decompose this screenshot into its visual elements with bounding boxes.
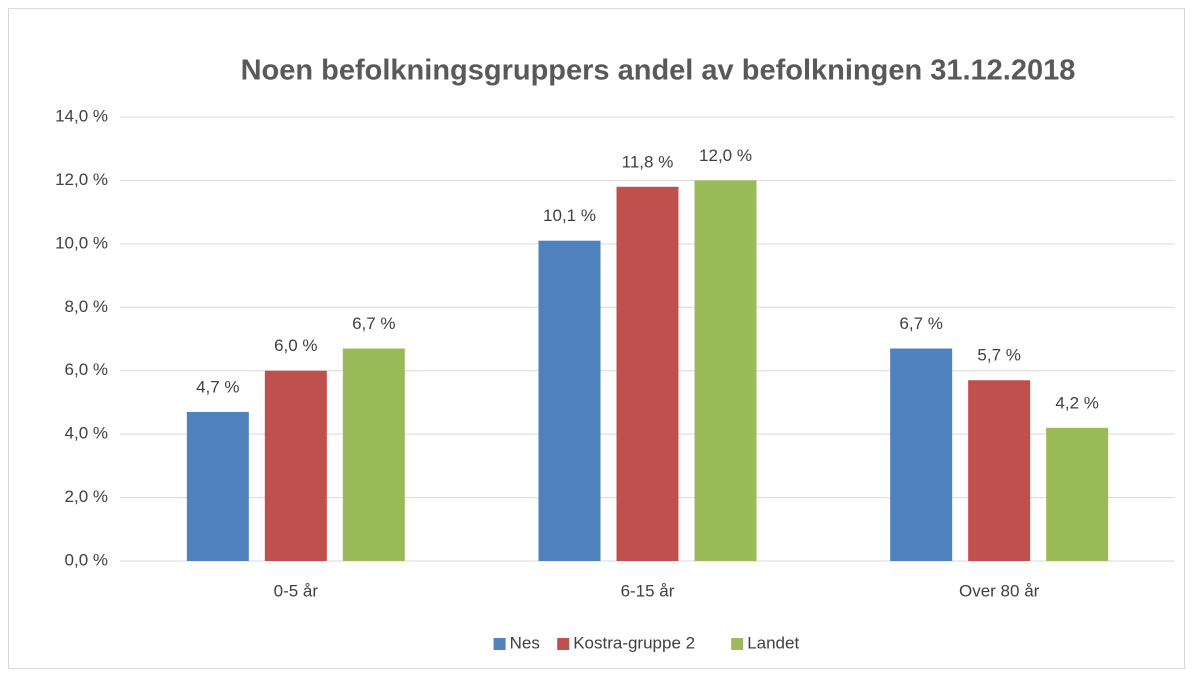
legend-swatch bbox=[493, 638, 506, 650]
y-tick-label: 14,0 % bbox=[55, 106, 108, 125]
value-label: 6,7 % bbox=[352, 314, 395, 333]
bar bbox=[968, 380, 1031, 561]
x-tick-label: 6-15 år bbox=[621, 581, 675, 600]
legend-swatch bbox=[557, 638, 570, 650]
value-label: 4,7 % bbox=[196, 377, 239, 396]
y-tick-label: 4,0 % bbox=[65, 424, 108, 443]
bar bbox=[890, 348, 953, 561]
value-label: 4,2 % bbox=[1055, 393, 1098, 412]
x-tick-label: Over 80 år bbox=[959, 581, 1040, 600]
y-tick-label: 12,0 % bbox=[55, 170, 108, 189]
bar bbox=[616, 186, 679, 561]
value-label: 5,7 % bbox=[977, 346, 1020, 365]
bar bbox=[538, 240, 601, 561]
value-label: 12,0 % bbox=[699, 146, 752, 165]
bar bbox=[694, 180, 757, 561]
y-tick-label: 6,0 % bbox=[65, 360, 108, 379]
y-tick-label: 0,0 % bbox=[65, 550, 108, 569]
value-label: 11,8 % bbox=[622, 152, 674, 171]
legend-swatch bbox=[731, 638, 744, 650]
legend-label: Landet bbox=[747, 633, 799, 652]
bar bbox=[186, 411, 249, 561]
x-tick-label: 0-5 år bbox=[274, 581, 319, 600]
y-tick-label: 10,0 % bbox=[55, 233, 108, 252]
legend-label: Nes bbox=[510, 633, 540, 652]
value-label: 10,1 % bbox=[543, 206, 596, 225]
value-label: 6,0 % bbox=[274, 336, 317, 355]
legend-label: Kostra-gruppe 2 bbox=[573, 633, 695, 652]
bar bbox=[1046, 427, 1109, 561]
y-tick-label: 8,0 % bbox=[65, 297, 108, 316]
chart-title: Noen befolkningsgruppers andel av befolk… bbox=[241, 55, 1076, 87]
bar bbox=[342, 348, 405, 561]
y-tick-label: 2,0 % bbox=[65, 487, 108, 506]
bar bbox=[264, 370, 327, 561]
value-label: 6,7 % bbox=[899, 314, 942, 333]
